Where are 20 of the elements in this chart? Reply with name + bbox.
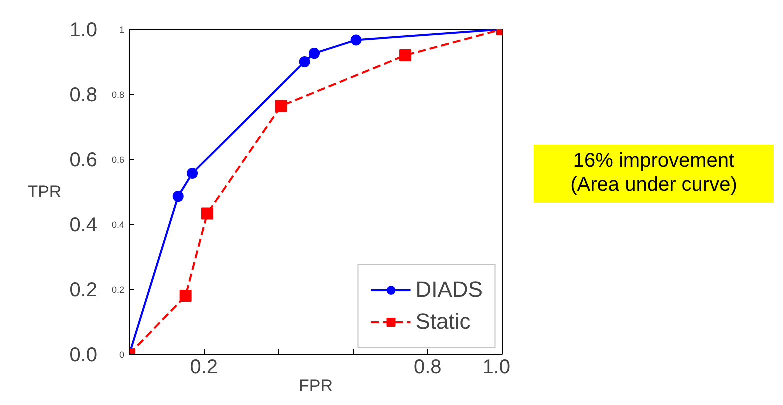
y2-tick-label: 0.4 [112,220,125,230]
y-tick-label: 0.0 [70,344,98,366]
y2-tick-label: 1 [119,25,125,35]
legend-label: DIADS [416,277,483,303]
x-axis-title: FPR [299,376,333,396]
y-tick-label: 0.2 [70,280,98,302]
y-tick-label: 0.4 [70,214,98,236]
x-tick-label: 1.0 [482,356,511,378]
y-axis-title: TPR [28,182,62,202]
y2-tick-label: 0 [119,350,125,360]
x-tick-label: 0.8 [414,356,442,378]
y2-tick-label: 0.8 [112,90,125,100]
y2-tick-label: 0.6 [112,155,125,165]
legend-label: Static [416,309,471,335]
x-tick-label: 0.2 [190,356,218,378]
y2-tick-label: 0.2 [112,285,125,295]
y-tick-label: 0.8 [70,84,98,106]
y-tick-label: 1.0 [70,20,98,42]
y-tick-label: 0.6 [70,150,98,172]
text: 16% improvement (Area under curve) [570,149,738,197]
